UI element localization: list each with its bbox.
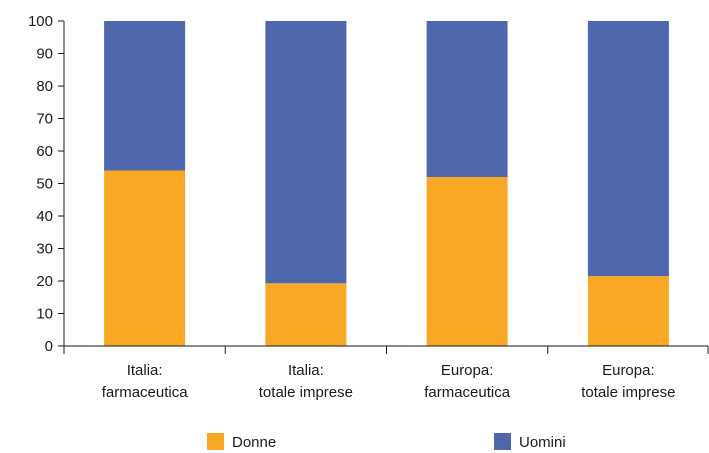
bar-uomini-1: [104, 21, 186, 171]
legend-label-uomini: Uomini: [519, 434, 566, 451]
y-tick-label: 0: [45, 338, 53, 355]
x-axis: Italia: farmaceutica Italia: totale imprese…: [63, 345, 709, 401]
legend-swatch-uomini: [494, 433, 511, 450]
bar-donne-4: [587, 276, 669, 346]
y-tick-label: 20: [36, 273, 53, 290]
bars-group: [104, 21, 669, 346]
bar-donne-1: [104, 170, 186, 346]
x-tick-label: Italia:: [288, 362, 324, 379]
y-axis: 0 10 20 30 40 50 60 70 80 90 100: [28, 13, 65, 355]
bar-donne-2: [265, 283, 347, 346]
bar-donne-3: [426, 177, 508, 346]
x-tick-label: Italia:: [127, 362, 163, 379]
bar-uomini-3: [426, 21, 508, 177]
y-tick-label: 40: [36, 208, 53, 225]
legend: Donne Uomini: [207, 433, 566, 451]
x-tick-label: Europa:: [441, 362, 494, 379]
y-tick-label: 30: [36, 241, 53, 258]
x-tick-label: totale imprese: [259, 384, 353, 401]
x-tick-label: Europa:: [602, 362, 655, 379]
y-tick-label: 100: [28, 13, 53, 30]
y-tick-label: 90: [36, 46, 53, 63]
x-tick-label: farmaceutica: [102, 384, 189, 401]
legend-label-donne: Donne: [232, 434, 276, 451]
legend-swatch-donne: [207, 433, 224, 450]
y-tick-label: 60: [36, 143, 53, 160]
y-tick-label: 70: [36, 111, 53, 128]
x-tick-label: totale imprese: [581, 384, 675, 401]
bar-uomini-2: [265, 21, 347, 284]
x-tick-label: farmaceutica: [424, 384, 511, 401]
bar-uomini-4: [587, 21, 669, 277]
y-tick-label: 10: [36, 306, 53, 323]
y-tick-label: 80: [36, 78, 53, 95]
y-tick-label: 50: [36, 176, 53, 193]
